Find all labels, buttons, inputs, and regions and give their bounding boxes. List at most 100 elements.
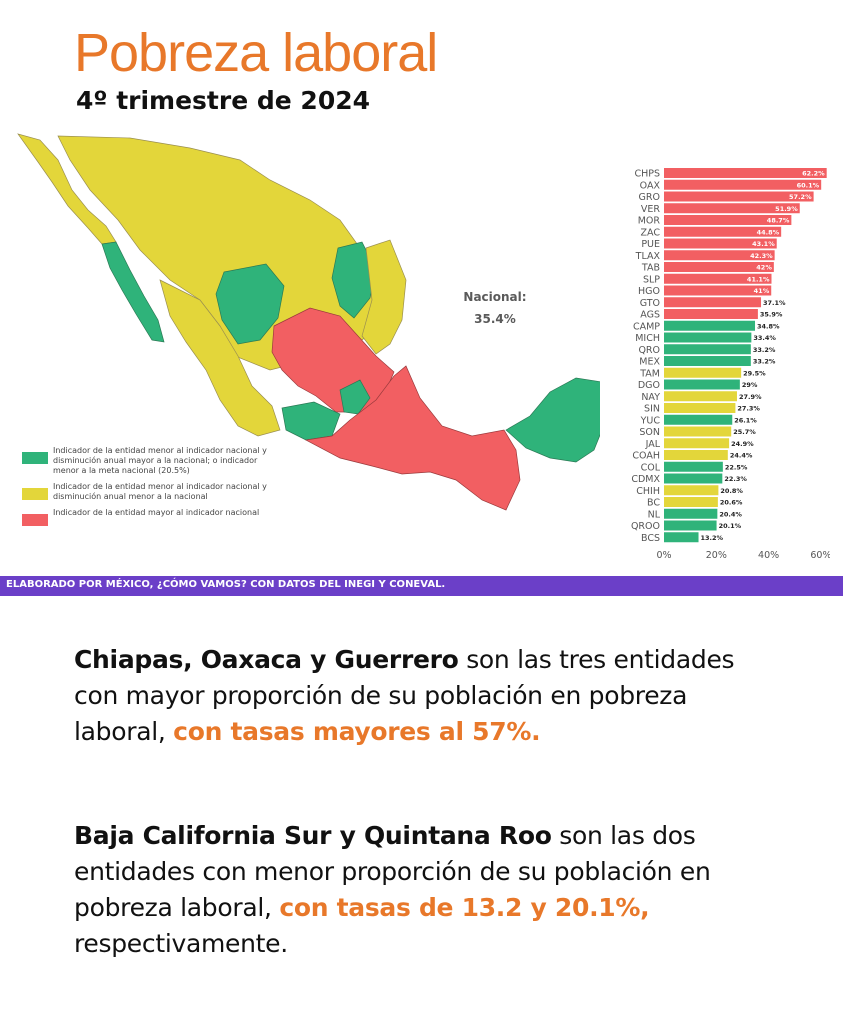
bar-mor xyxy=(664,215,792,225)
bar-category-label-ver: VER xyxy=(641,204,661,215)
bar-nl xyxy=(664,508,718,519)
legend-swatch-red xyxy=(22,514,48,526)
bar-value-label-tab: 42% xyxy=(756,264,772,272)
paragraph-2: Baja California Sur y Quintana Roo son l… xyxy=(74,818,774,962)
bar-category-label-coah: COAH xyxy=(632,451,660,462)
bar-category-label-chps: CHPS xyxy=(634,169,660,180)
bar-category-label-bcs: BCS xyxy=(641,533,660,544)
bar-category-label-pue: PUE xyxy=(641,239,660,250)
bar-value-label-col: 22.5% xyxy=(725,463,748,471)
bar-value-label-slp: 41.1% xyxy=(747,275,770,283)
bar-value-label-sin: 27.3% xyxy=(737,405,760,413)
legend-swatch-yellow xyxy=(22,488,48,500)
bar-jal xyxy=(664,438,730,449)
bar-value-label-mor: 48.7% xyxy=(767,217,790,225)
bar-value-label-ver: 51.9% xyxy=(775,205,798,213)
nacional-indicator: Nacional: 35.4% xyxy=(440,286,550,330)
bar-value-label-chih: 20.8% xyxy=(720,487,743,495)
bar-bc xyxy=(664,497,718,507)
bar-zac xyxy=(664,226,782,237)
bar-chart: CHPS 62.2% OAX 60.1% GRO 57.2% VER 51.9% MOR 48.7… xyxy=(631,168,830,561)
bar-value-label-tam: 29.5% xyxy=(743,369,766,377)
bar-dgo xyxy=(664,379,740,390)
bar-value-label-bc: 20.6% xyxy=(720,499,743,507)
p2-highlight: con tasas de 13.2 y 20.1%, xyxy=(279,893,650,922)
legend-swatch-green xyxy=(22,452,48,464)
bar-slp xyxy=(664,273,772,284)
bar-value-label-pue: 43.1% xyxy=(752,240,775,248)
bar-category-label-hgo: HGO xyxy=(638,286,660,297)
bar-category-label-son: SON xyxy=(639,427,660,438)
bar-value-label-chps: 62.2% xyxy=(802,170,825,178)
infographic-panel: Nacional: 35.4% Indicador de la entidad … xyxy=(10,130,833,572)
map-region-dgo xyxy=(215,263,285,345)
bar-mex xyxy=(664,356,751,366)
bar-qro xyxy=(664,344,751,355)
bar-category-label-sin: SIN xyxy=(644,404,660,415)
bar-son xyxy=(664,426,732,437)
bar-value-label-zac: 44.8% xyxy=(757,228,780,236)
legend-item-green: Indicador de la entidad menor al indicad… xyxy=(22,446,280,476)
credit-text: ELABORADO POR MÉXICO, ¿CÓMO VAMOS? CON D… xyxy=(6,579,446,590)
bar-category-label-col: COL xyxy=(641,462,661,473)
bar-tam xyxy=(664,367,742,378)
bar-value-label-ags: 35.9% xyxy=(760,311,783,319)
bar-gto xyxy=(664,297,762,308)
bar-gro xyxy=(664,191,814,202)
bar-value-label-nl: 20.4% xyxy=(719,510,742,518)
bar-oax xyxy=(664,179,822,190)
credit-banner: ELABORADO POR MÉXICO, ¿CÓMO VAMOS? CON D… xyxy=(0,576,843,596)
bar-ags xyxy=(664,309,758,319)
page-subtitle: 4º trimestre de 2024 xyxy=(76,86,371,115)
map-region-yucatan xyxy=(505,377,600,463)
bar-category-label-gro: GRO xyxy=(639,192,660,203)
bar-bcs xyxy=(664,532,699,543)
legend-item-red: Indicador de la entidad mayor al indicad… xyxy=(22,508,280,526)
map-region-pacific xyxy=(159,279,281,437)
bar-cdmx xyxy=(664,473,723,484)
bar-chps xyxy=(664,168,827,178)
nacional-value: 35.4% xyxy=(474,312,516,326)
map-legend: Indicador de la entidad menor al indicad… xyxy=(22,446,280,532)
map-region-bcs xyxy=(101,241,165,343)
mexico-map xyxy=(17,133,600,511)
bar-value-label-coah: 24.4% xyxy=(730,452,753,460)
bar-yuc xyxy=(664,414,733,425)
p2-normal: son las dos entidades con menor proporci… xyxy=(74,821,711,922)
bar-category-label-gto: GTO xyxy=(640,298,660,309)
bar-value-label-cdmx: 22.3% xyxy=(724,475,747,483)
nacional-label: Nacional: xyxy=(463,290,527,304)
bar-value-label-gto: 37.1% xyxy=(763,299,786,307)
bar-value-label-dgo: 29% xyxy=(742,381,758,389)
bar-value-label-camp: 34.8% xyxy=(757,322,780,330)
bar-value-label-oax: 60.1% xyxy=(797,181,820,189)
bar-category-label-dgo: DGO xyxy=(638,380,660,391)
bar-value-label-mich: 33.4% xyxy=(753,334,776,342)
bar-category-label-bc: BC xyxy=(647,498,660,509)
bar-value-label-qroo: 20.1% xyxy=(719,522,742,530)
p1-bold: Chiapas, Oaxaca y Guerrero xyxy=(74,645,459,674)
bar-category-label-zac: ZAC xyxy=(641,227,661,238)
bar-category-label-yuc: YUC xyxy=(640,415,661,426)
x-tick-label-20: 20% xyxy=(706,550,727,561)
bar-category-label-nay: NAY xyxy=(641,392,660,403)
bar-category-label-chih: CHIH xyxy=(636,486,660,497)
x-tick-label-0: 0% xyxy=(656,550,671,561)
bar-category-label-qro: QRO xyxy=(638,345,660,356)
map-region-south xyxy=(304,365,521,511)
bar-category-label-mich: MICH xyxy=(635,333,660,344)
bar-value-label-son: 25.7% xyxy=(733,428,756,436)
bar-ver xyxy=(664,203,800,214)
p2-end: respectivamente. xyxy=(74,929,288,958)
bar-value-label-yuc: 26.1% xyxy=(734,416,757,424)
bar-category-label-mex: MEX xyxy=(639,357,660,368)
bar-category-label-tam: TAM xyxy=(639,368,660,379)
p1-highlight: con tasas mayores al 57%. xyxy=(173,717,541,746)
bar-qroo xyxy=(664,520,717,531)
bar-value-label-gro: 57.2% xyxy=(789,193,812,201)
p2-bold: Baja California Sur y Quintana Roo xyxy=(74,821,552,850)
bar-tab xyxy=(664,262,774,272)
legend-text-red: Indicador de la entidad mayor al indicad… xyxy=(53,508,260,517)
bar-mich xyxy=(664,332,752,343)
bar-value-label-qro: 33.2% xyxy=(753,346,776,354)
